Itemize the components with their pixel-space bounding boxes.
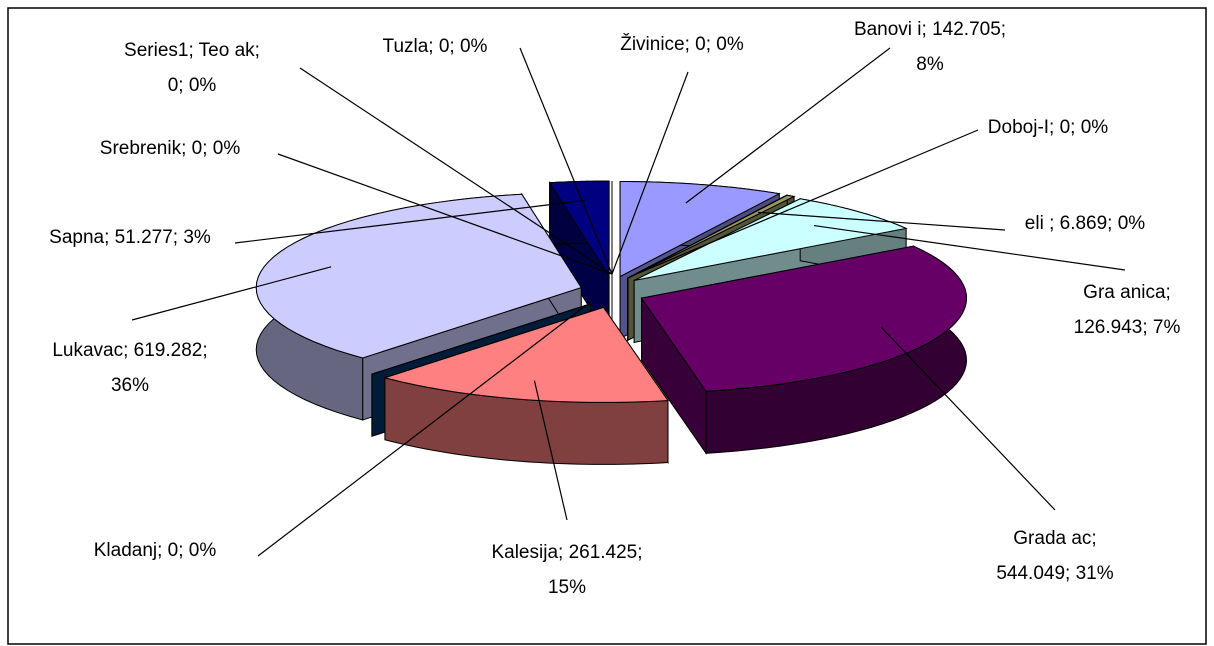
leader-line	[533, 380, 568, 521]
data-label: 126.943; 7%	[1074, 317, 1181, 338]
leader-line	[257, 304, 587, 557]
slice	[548, 180, 610, 340]
data-label: Grada ac;	[1013, 528, 1096, 549]
data-label: 8%	[916, 54, 944, 75]
data-label: 544.049; 31%	[996, 563, 1113, 584]
leader-line	[685, 47, 891, 204]
data-label: Kladanj; 0; 0%	[94, 540, 217, 561]
data-label: Živinice; 0; 0%	[620, 33, 744, 55]
leader-line	[277, 153, 613, 275]
data-label: Tuzla; 0; 0%	[383, 36, 488, 57]
data-label: Series1; Teo ak;	[124, 40, 260, 61]
leader-line	[131, 266, 332, 321]
slice-top	[640, 245, 968, 392]
slice-top	[383, 306, 669, 403]
data-label: Lukavac; 619.282;	[52, 340, 207, 361]
leader-line	[813, 224, 1126, 271]
slice-top	[619, 181, 781, 278]
slice	[383, 305, 669, 465]
leader-line	[880, 327, 1056, 511]
data-label: Gra anica;	[1083, 282, 1171, 303]
data-label: 15%	[548, 577, 586, 598]
data-label: Banovi i; 142.705;	[854, 19, 1006, 40]
data-label: Doboj-I; 0; 0%	[988, 117, 1108, 138]
data-label: 36%	[111, 375, 149, 396]
data-label: eli ; 6.869; 0%	[1025, 213, 1146, 234]
slice-top	[627, 194, 796, 279]
slice	[640, 245, 968, 455]
slice-top	[633, 198, 908, 281]
data-label: Srebrenik; 0; 0%	[100, 138, 241, 159]
slice-top	[548, 180, 610, 278]
data-label: 0; 0%	[168, 75, 217, 96]
leader-line	[630, 129, 979, 277]
data-label: Sapna; 51.277; 3%	[49, 227, 211, 248]
data-label: Kalesija; 261.425;	[491, 542, 642, 563]
leader-line	[611, 71, 689, 275]
leader-line	[234, 199, 586, 244]
leader-line	[519, 47, 613, 275]
leader-line	[299, 67, 613, 275]
leader-line	[758, 211, 1006, 231]
